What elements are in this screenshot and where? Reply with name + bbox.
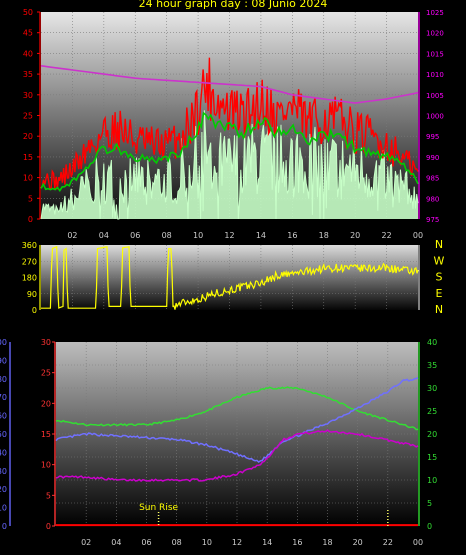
wind-gust-line — [40, 57, 419, 190]
humidity-tick-label: 50 — [0, 430, 7, 439]
wind-direction-line — [41, 245, 419, 310]
panel3-x-tick-label: 14 — [262, 538, 272, 547]
panel2-direction-label: W — [434, 254, 445, 267]
panel2-left-tick-label: 0 — [32, 306, 37, 315]
panel1-x-tick-label: 04 — [99, 231, 109, 240]
humidity-tick-label: 40 — [0, 448, 7, 457]
humidity-line — [55, 377, 419, 463]
panel1-left-tick-label: 30 — [23, 91, 33, 100]
indoor-temperature-tick-label: 5 — [427, 499, 432, 508]
panel1-left-tick-label: 45 — [23, 29, 33, 38]
panel1-right-tick-label: 1025 — [426, 9, 444, 17]
panel1-x-tick-label: 08 — [162, 231, 172, 240]
panel2-left-tick-label: 360 — [22, 241, 37, 250]
panel1-x-tick-label: 10 — [193, 231, 203, 240]
panel1-right-tick-label: 1005 — [426, 92, 444, 100]
chart-title: 24 hour graph day : 08 Junio 2024 — [138, 0, 328, 10]
humidity-tick-label: 60 — [0, 412, 7, 421]
humidity-tick-label: 0 — [2, 522, 7, 531]
temperature-tick-label: 30 — [41, 338, 51, 347]
temperature-tick-label: 25 — [41, 369, 51, 378]
humidity-tick-label: 70 — [0, 393, 7, 402]
panel1-left-tick-label: 10 — [23, 174, 33, 183]
panel1-x-tick-label: 22 — [381, 231, 391, 240]
panel3-x-tick-label: 02 — [81, 538, 91, 547]
indoor-temperature-tick-label: 40 — [427, 338, 437, 347]
panel3-x-tick-label: 08 — [172, 538, 182, 547]
wind-speed-area — [41, 110, 418, 219]
humidity-tick-label: 10 — [0, 504, 7, 513]
indoor-temperature-tick-label: 0 — [427, 522, 432, 531]
panel1-right-tick-label: 995 — [426, 133, 439, 141]
panel1-right-tick-label: 1020 — [426, 30, 444, 38]
humidity-tick-label: 100 — [0, 338, 7, 347]
panel1-left-tick-label: 50 — [23, 8, 33, 17]
panel1-left-tick-label: 5 — [28, 194, 33, 203]
panel3-x-tick-label: 10 — [202, 538, 212, 547]
panel1-x-tick-label: 18 — [319, 231, 329, 240]
pressure-line — [40, 65, 419, 104]
panel2-left-tick-label: 180 — [22, 274, 37, 283]
humidity-tick-label: 20 — [0, 485, 7, 494]
panel1-left-tick-label: 25 — [23, 112, 33, 121]
panel2-left-tick-label: 90 — [27, 290, 37, 299]
panel1-left-tick-label: 0 — [28, 215, 33, 224]
panel3-x-tick-label: 04 — [111, 538, 121, 547]
wind-average-line — [40, 111, 419, 193]
panel1-right-tick-label: 1000 — [426, 113, 444, 121]
panel1-right-tick-label: 1015 — [426, 50, 444, 58]
panel1-x-tick-label: 16 — [287, 231, 297, 240]
temperature-tick-label: 5 — [46, 491, 51, 500]
panel1-x-tick-label: 02 — [67, 231, 77, 240]
temperature-tick-label: 20 — [41, 399, 51, 408]
panel2-direction-label: N — [435, 238, 443, 251]
wind-speed-line — [40, 110, 419, 220]
panel1-left-tick-label: 35 — [23, 70, 33, 79]
panel1-right-tick-label: 980 — [426, 195, 439, 203]
panel2-direction-label: E — [436, 287, 443, 300]
panel3-x-tick-label: 12 — [232, 538, 242, 547]
panel1-left-tick-label: 15 — [23, 153, 33, 162]
panel1-x-tick-label: 06 — [130, 231, 140, 240]
humidity-tick-label: 30 — [0, 467, 7, 476]
panel1-left-tick-label: 40 — [23, 49, 33, 58]
panel3-x-tick-label: 20 — [353, 538, 363, 547]
panel3-x-tick-label: 06 — [141, 538, 151, 547]
panel1-right-tick-label: 1010 — [426, 71, 444, 79]
indoor-temperature-tick-label: 20 — [427, 430, 437, 439]
sun-rise-label: Sun Rise — [139, 503, 178, 513]
panel1-left-tick-label: 20 — [23, 132, 33, 141]
temperature-tick-label: 10 — [41, 461, 51, 470]
indoor-temperature-tick-label: 30 — [427, 384, 437, 393]
panel3-x-tick-label: 16 — [292, 538, 302, 547]
panel3-x-tick-label: 18 — [322, 538, 332, 547]
indoor-temperature-tick-label: 15 — [427, 453, 437, 462]
panel1-x-tick-label: 00 — [413, 231, 423, 240]
indoor-temperature-tick-label: 10 — [427, 476, 437, 485]
panel1-right-tick-label: 990 — [426, 154, 439, 162]
temperature-tick-label: 15 — [41, 430, 51, 439]
panel2-direction-label: S — [436, 271, 443, 284]
indoor-temperature-tick-label: 25 — [427, 407, 437, 416]
panel3-x-tick-label: 00 — [413, 538, 423, 547]
panel1-x-tick-label: 20 — [350, 231, 360, 240]
indoor-temperature-tick-label: 35 — [427, 361, 437, 370]
humidity-tick-label: 90 — [0, 356, 7, 365]
panel1-x-tick-label: 14 — [256, 231, 266, 240]
temperature-tick-label: 0 — [46, 522, 51, 531]
panel1-right-tick-label: 985 — [426, 175, 439, 183]
panel1-right-tick-label: 975 — [426, 216, 439, 224]
humidity-tick-label: 80 — [0, 375, 7, 384]
panel2-direction-label: N — [435, 303, 443, 316]
panel3-x-tick-label: 22 — [383, 538, 393, 547]
outdoor-temperature-line — [55, 429, 419, 483]
panel1-x-tick-label: 12 — [224, 231, 234, 240]
panel2-left-tick-label: 270 — [22, 257, 37, 266]
indoor-temperature-line — [55, 386, 419, 431]
